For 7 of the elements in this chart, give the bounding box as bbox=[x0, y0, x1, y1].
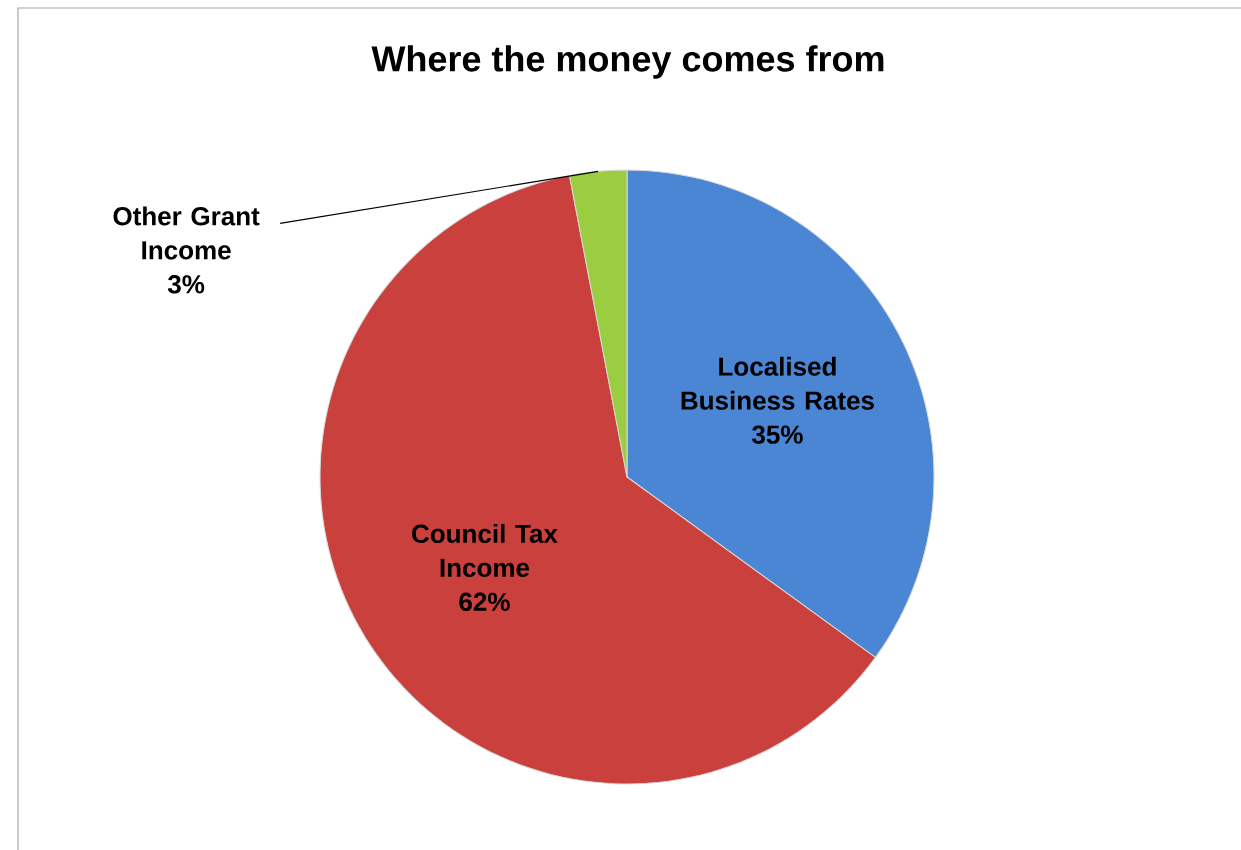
data-label: 3% bbox=[167, 275, 205, 294]
slice-label: Council Tax Income bbox=[412, 523, 558, 578]
slice-label: Other Grant Income bbox=[113, 206, 260, 260]
data-label: 62% bbox=[459, 592, 510, 612]
chart-title: Where the money comes from bbox=[371, 45, 884, 79]
slice-label: Localised Business Rates bbox=[681, 356, 874, 410]
data-label: 35% bbox=[752, 425, 803, 444]
